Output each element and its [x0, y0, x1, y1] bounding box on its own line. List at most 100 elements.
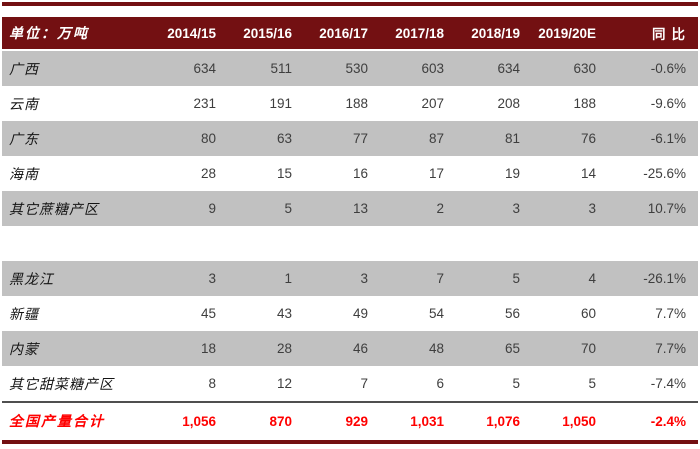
bottom-rule — [2, 440, 698, 444]
table-cell: 49 — [304, 296, 380, 331]
spacer-cell — [2, 226, 698, 261]
table-cell: 634 — [152, 49, 228, 86]
table-cell: 3 — [456, 191, 532, 226]
total-cell: 1,056 — [152, 401, 228, 439]
top-rule — [2, 2, 698, 6]
column-header-2017-18: 2017/18 — [380, 17, 456, 51]
table-cell: 18 — [152, 331, 228, 366]
table-cell: 63 — [228, 121, 304, 156]
table-cell: 5 — [532, 366, 608, 402]
table-cell: 603 — [380, 49, 456, 86]
table-cell: 19 — [456, 156, 532, 191]
table-cell: 3 — [532, 191, 608, 226]
table-row-guangdong: 广东 80 63 77 87 81 76 -6.1% — [2, 121, 698, 156]
table-row-heilongjiang: 黑龙江 3 1 3 7 5 4 -26.1% — [2, 261, 698, 296]
table-cell: 81 — [456, 121, 532, 156]
table-cell: 43 — [228, 296, 304, 331]
table-cell: 28 — [152, 156, 228, 191]
table-cell: 3 — [152, 261, 228, 296]
column-header-2019-20e: 2019/20E — [532, 17, 608, 51]
table-cell-yoy: 7.7% — [608, 296, 698, 331]
table-row-neimeng: 内蒙 18 28 46 48 65 70 7.7% — [2, 331, 698, 366]
total-cell: 1,031 — [380, 401, 456, 439]
total-row: 全国产量合计 1,056 870 929 1,031 1,076 1,050 -… — [2, 401, 698, 439]
table-cell: 7 — [304, 366, 380, 402]
table-cell: 188 — [304, 86, 380, 121]
table-cell: 2 — [380, 191, 456, 226]
production-table: 单位：万吨 2014/15 2015/16 2016/17 2017/18 20… — [2, 17, 698, 439]
table-cell: 207 — [380, 86, 456, 121]
row-label: 其它甜菜糖产区 — [2, 366, 152, 402]
table-row-other-cane: 其它蔗糖产区 9 5 13 2 3 3 10.7% — [2, 191, 698, 226]
table-cell: 15 — [228, 156, 304, 191]
row-label: 广西 — [2, 49, 152, 86]
table-cell: 191 — [228, 86, 304, 121]
column-header-yoy: 同比 — [608, 17, 698, 51]
table-cell: 77 — [304, 121, 380, 156]
table-row-hainan: 海南 28 15 16 17 19 14 -25.6% — [2, 156, 698, 191]
row-label: 内蒙 — [2, 331, 152, 366]
table-cell: 28 — [228, 331, 304, 366]
row-label: 广东 — [2, 121, 152, 156]
row-label: 新疆 — [2, 296, 152, 331]
table-cell: 634 — [456, 49, 532, 86]
table-cell: 8 — [152, 366, 228, 402]
total-cell: 929 — [304, 401, 380, 439]
table-cell: 5 — [456, 366, 532, 402]
table-cell: 48 — [380, 331, 456, 366]
table-cell: 630 — [532, 49, 608, 86]
table-cell: 12 — [228, 366, 304, 402]
table-cell-yoy: -9.6% — [608, 86, 698, 121]
table-row-yunnan: 云南 231 191 188 207 208 188 -9.6% — [2, 86, 698, 121]
table-row-other-beet: 其它甜菜糖产区 8 12 7 6 5 5 -7.4% — [2, 366, 698, 402]
table-cell: 7 — [380, 261, 456, 296]
table-cell: 70 — [532, 331, 608, 366]
table-cell: 9 — [152, 191, 228, 226]
table-cell: 45 — [152, 296, 228, 331]
total-cell: 870 — [228, 401, 304, 439]
table-cell: 188 — [532, 86, 608, 121]
unit-label: 单位：万吨 — [2, 17, 152, 51]
table-cell-yoy: 10.7% — [608, 191, 698, 226]
table-cell: 76 — [532, 121, 608, 156]
table-cell: 511 — [228, 49, 304, 86]
table-cell: 4 — [532, 261, 608, 296]
table-cell-yoy: -7.4% — [608, 366, 698, 402]
spacer-row — [2, 226, 698, 261]
header-row: 单位：万吨 2014/15 2015/16 2016/17 2017/18 20… — [2, 17, 698, 51]
table-cell: 5 — [456, 261, 532, 296]
row-label: 海南 — [2, 156, 152, 191]
total-cell-yoy: -2.4% — [608, 401, 698, 439]
row-label: 黑龙江 — [2, 261, 152, 296]
total-cell: 1,050 — [532, 401, 608, 439]
table-cell: 56 — [456, 296, 532, 331]
table-cell: 1 — [228, 261, 304, 296]
column-header-2015-16: 2015/16 — [228, 17, 304, 51]
table-cell: 65 — [456, 331, 532, 366]
total-label: 全国产量合计 — [2, 401, 152, 439]
table-cell-yoy: -0.6% — [608, 49, 698, 86]
table-cell: 16 — [304, 156, 380, 191]
table-row-xinjiang: 新疆 45 43 49 54 56 60 7.7% — [2, 296, 698, 331]
row-label: 其它蔗糖产区 — [2, 191, 152, 226]
table-cell: 87 — [380, 121, 456, 156]
table-cell: 208 — [456, 86, 532, 121]
table-cell: 14 — [532, 156, 608, 191]
table-cell: 6 — [380, 366, 456, 402]
table-cell-yoy: -6.1% — [608, 121, 698, 156]
table-cell-yoy: -26.1% — [608, 261, 698, 296]
column-header-2018-19: 2018/19 — [456, 17, 532, 51]
table-cell: 80 — [152, 121, 228, 156]
table-cell: 13 — [304, 191, 380, 226]
table-cell: 3 — [304, 261, 380, 296]
column-header-2014-15: 2014/15 — [152, 17, 228, 51]
table-cell: 60 — [532, 296, 608, 331]
column-header-2016-17: 2016/17 — [304, 17, 380, 51]
table-cell-yoy: 7.7% — [608, 331, 698, 366]
table-cell-yoy: -25.6% — [608, 156, 698, 191]
row-label: 云南 — [2, 86, 152, 121]
total-cell: 1,076 — [456, 401, 532, 439]
table-cell: 46 — [304, 331, 380, 366]
table-row-guangxi: 广西 634 511 530 603 634 630 -0.6% — [2, 49, 698, 86]
